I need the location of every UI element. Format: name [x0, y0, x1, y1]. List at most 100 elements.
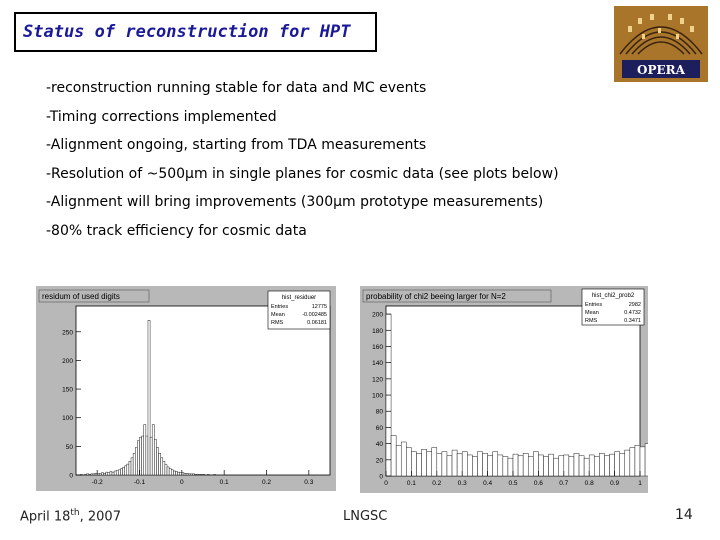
histogram-bar [213, 474, 216, 476]
histogram-bar [533, 451, 539, 477]
histogram-bar [497, 454, 504, 477]
y-tick-label: 0 [379, 474, 383, 481]
histogram-bar [160, 457, 164, 476]
histogram-bar [588, 454, 595, 477]
histogram-bar [168, 468, 172, 476]
histogram-bar [158, 452, 161, 476]
histogram-bar [120, 468, 123, 476]
histogram-bar [141, 435, 144, 476]
stats-box [581, 288, 645, 326]
histogram-bar [190, 473, 193, 476]
histogram-bar [101, 472, 104, 476]
histogram-bar [543, 456, 549, 477]
plot-residuals: 0 50 100 150 200 250 -0.2 -0.1 0 0.1 0.2 0.3 residum… [36, 286, 336, 491]
stats-label: RMS [585, 318, 598, 324]
histogram-bar [472, 456, 478, 477]
x-tick-label: 0 [180, 479, 184, 486]
y-tick-label: 60 [376, 425, 384, 432]
histogram-bar [477, 451, 483, 477]
histogram-bar [86, 473, 89, 476]
histogram-bar [406, 447, 412, 477]
stats-value: 0.06181 [307, 320, 327, 326]
histogram-bar [548, 453, 554, 477]
histogram-bar [202, 474, 206, 476]
histogram-bar [147, 320, 151, 476]
histogram-bar [629, 447, 636, 477]
footer-date-sup: th [70, 508, 80, 518]
histogram-bar [166, 466, 170, 476]
histogram-bar [461, 451, 468, 477]
histogram-bar [109, 471, 113, 476]
x-tick-label: 0.1 [407, 480, 416, 487]
histogram-bar [92, 473, 96, 476]
chart-title: residum of used digits [42, 292, 120, 301]
stats-value: -0.002485 [302, 312, 327, 318]
x-tick-label: 0.5 [508, 480, 517, 487]
x-tick-label: 0.1 [220, 479, 229, 486]
x-tick-label: 0 [384, 480, 388, 487]
histogram-bar [634, 444, 641, 477]
histogram-bar [604, 455, 610, 477]
histogram-bar [446, 455, 453, 477]
histogram-bar [149, 436, 153, 476]
histogram-bar [558, 455, 565, 477]
histogram-bar [139, 436, 142, 476]
histogram-bar [171, 469, 174, 476]
stats-label: RMS [271, 320, 284, 326]
x-tick-label: 0.4 [483, 480, 492, 487]
slide-title: Status of reconstruction for HPT [23, 22, 351, 42]
histogram-bar [456, 453, 463, 477]
stats-label: Entries [585, 302, 602, 308]
x-tick-label: 0.8 [585, 480, 594, 487]
histogram-bar [154, 439, 157, 476]
x-tick-label: 0.2 [432, 480, 441, 487]
histogram-bar [145, 435, 149, 476]
histogram-bar [164, 464, 168, 476]
bullet-item: -Alignment ongoing, starting from TDA me… [46, 137, 427, 153]
plot-chi2: 0 20 40 60 80 100 120 140 160 180 200 0 0.1 0.2 0.3 0.4… [360, 286, 648, 493]
y-tick-label: 0 [69, 473, 73, 480]
stats-value: 2982 [629, 302, 641, 308]
histogram-bar [451, 449, 458, 477]
histogram-bar [400, 441, 407, 477]
opera-logo: OPERA [614, 6, 708, 82]
y-tick-label: 140 [372, 360, 383, 367]
histogram-bar [122, 467, 125, 476]
footer-center: LNGSC [343, 509, 388, 524]
histogram-bar [487, 455, 493, 477]
bullet-item: -Resolution of ~500µm in single planes f… [46, 165, 559, 182]
histogram-bar [522, 453, 529, 477]
histogram-bar [395, 444, 402, 477]
stats-box [267, 290, 331, 330]
logo-text: OPERA [637, 63, 686, 77]
histogram-bar [128, 461, 132, 476]
page-number: 14 [675, 507, 693, 523]
histogram-bar [482, 453, 488, 477]
histogram-bar [639, 446, 646, 477]
histogram-bar [192, 473, 195, 476]
y-tick-label: 180 [372, 328, 383, 335]
histogram-bar [137, 440, 140, 476]
histogram-bar [105, 471, 108, 476]
histogram-bar [507, 457, 514, 477]
histogram-bar [644, 443, 648, 477]
histogram-bar [441, 451, 448, 477]
histogram-bar [135, 447, 138, 476]
histogram-bar [614, 451, 620, 477]
chi2-probability-histogram: 0 20 40 60 80 100 120 140 160 180 200 0 0.1 0.2 0.3 0.4… [360, 286, 648, 493]
histogram-bar [103, 473, 106, 476]
y-tick-label: 80 [376, 409, 384, 416]
bullet-list: -reconstruction running stable for data … [46, 80, 559, 251]
histogram-bar [126, 463, 130, 476]
histogram-bar [416, 453, 422, 477]
histogram-bar [156, 447, 159, 476]
histogram-bar [527, 456, 534, 477]
histogram-bar [467, 454, 473, 477]
histogram-bar [162, 461, 166, 476]
histogram-bar [431, 447, 438, 477]
bullet-item: -80% track efficiency for cosmic data [46, 222, 307, 239]
histogram-bar [130, 457, 134, 476]
histogram-bar [88, 474, 92, 476]
stats-label: Mean [271, 312, 285, 318]
histogram-bar [113, 470, 117, 476]
